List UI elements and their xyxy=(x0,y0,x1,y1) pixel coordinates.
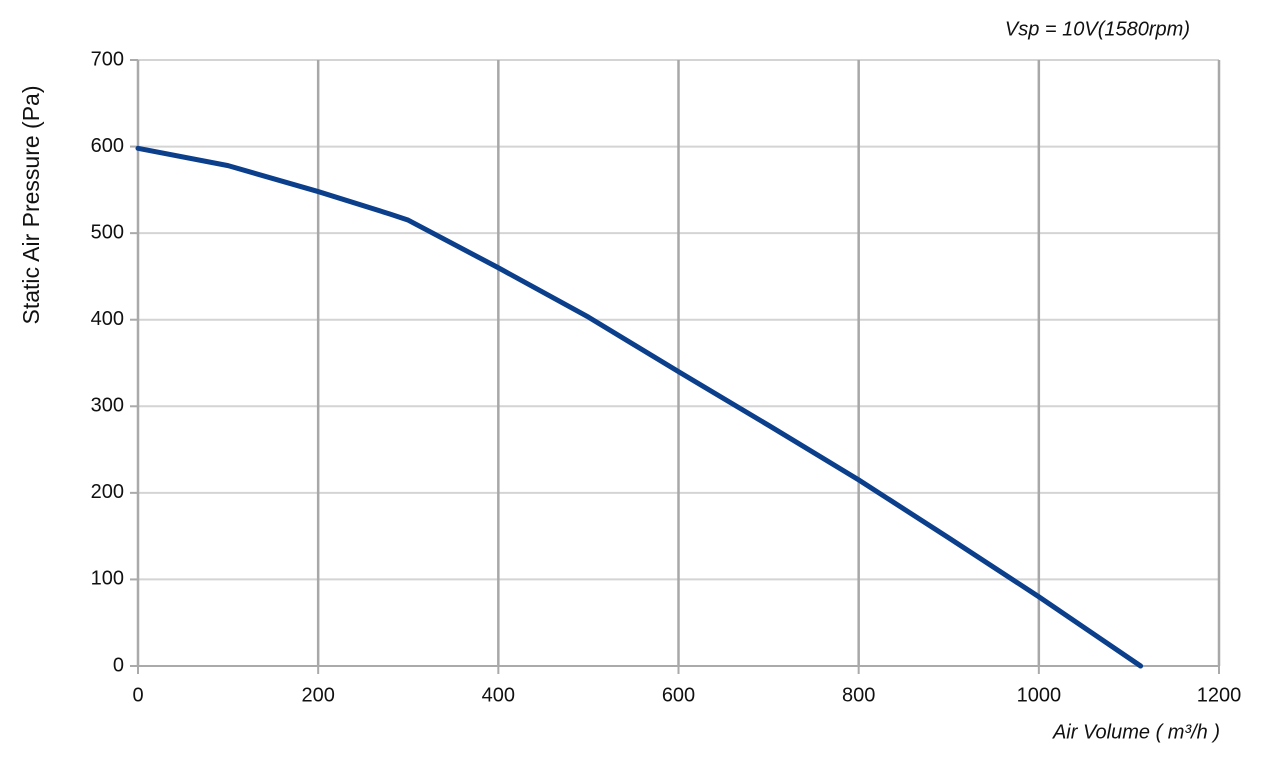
x-tick-label: 400 xyxy=(482,684,515,706)
x-tick-label: 0 xyxy=(132,684,143,706)
y-tick-label: 400 xyxy=(91,308,124,330)
y-tick-label: 200 xyxy=(91,481,124,503)
y-tick-label: 300 xyxy=(91,395,124,417)
y-tick-label: 700 xyxy=(91,48,124,70)
line-series xyxy=(135,145,1144,669)
x-tick-label: 800 xyxy=(842,684,875,706)
y-tick-label: 600 xyxy=(91,135,124,157)
x-axis-label: Air Volume ( m³/h ) xyxy=(1052,721,1220,743)
annotation: Vsp = 10V(1580rpm) xyxy=(1005,18,1190,40)
x-tick-label: 600 xyxy=(662,684,695,706)
y-tick-label: 0 xyxy=(113,654,124,676)
y-tick-label: 100 xyxy=(91,568,124,590)
x-tick-label: 1000 xyxy=(1017,684,1062,706)
x-tick-label: 200 xyxy=(301,684,334,706)
y-tick-label: 500 xyxy=(91,221,124,243)
x-tick-label: 1200 xyxy=(1197,684,1242,706)
y-axis-label: Static Air Pressure (Pa) xyxy=(18,85,44,324)
